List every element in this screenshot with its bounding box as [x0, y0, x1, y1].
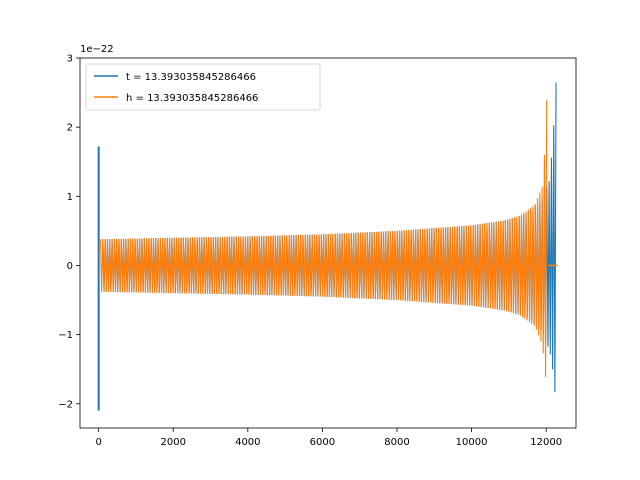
series-layer	[97, 82, 558, 411]
y-tick-label: 1	[67, 192, 73, 203]
legend-frame	[85, 63, 321, 111]
x-axis: 0 2000 4000 6000 8000 10000 12000	[95, 428, 562, 448]
y-offset-text: 1e−22	[80, 44, 114, 55]
x-tick-label: 12000	[530, 437, 562, 448]
x-tick-label: 2000	[161, 437, 186, 448]
y-tick-label: 0	[67, 261, 73, 272]
x-tick-label: 8000	[384, 437, 409, 448]
series-t-line	[102, 82, 557, 393]
y-axis: −2 −1 0 1 2 3	[58, 54, 80, 410]
x-tick-label: 4000	[235, 437, 260, 448]
y-tick-label: −2	[58, 399, 73, 410]
x-tick-label: 6000	[310, 437, 335, 448]
x-tick-label: 0	[95, 437, 101, 448]
legend-label-h: h = 13.393035845286466	[126, 93, 258, 104]
plot-frame	[79, 57, 577, 429]
y-tick-label: 3	[67, 54, 73, 65]
series-h	[99, 100, 558, 377]
legend: t = 13.393035845286466 h = 13.3930358452…	[85, 63, 321, 111]
x-tick-label: 10000	[456, 437, 488, 448]
y-tick-label: −1	[58, 330, 73, 341]
y-tick-label: 2	[67, 123, 73, 134]
series-h-line	[99, 100, 548, 377]
legend-label-t: t = 13.393035845286466	[126, 72, 256, 83]
